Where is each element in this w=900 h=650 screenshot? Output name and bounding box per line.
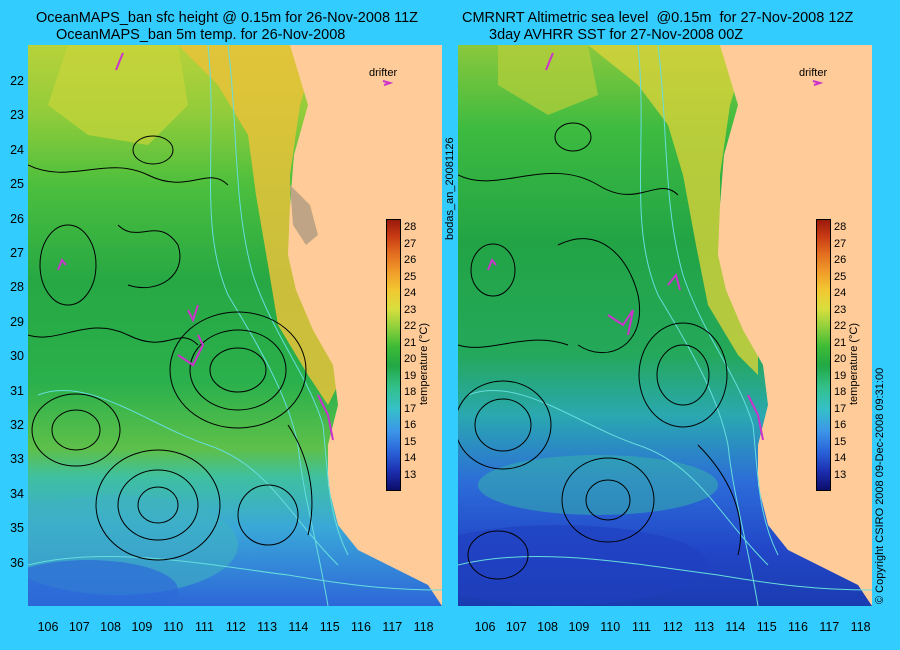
latitude-tick: 36 [10, 555, 24, 570]
colorbar-tick: 21 [404, 336, 417, 349]
longitude-tick: 118 [413, 620, 434, 634]
colorbar-tick: 25 [404, 270, 417, 283]
colorbar-tick: 16 [834, 419, 847, 432]
longitude-tick: 115 [319, 620, 340, 634]
left-colorbar [386, 219, 401, 491]
colorbar-tick: 13 [404, 469, 417, 481]
colorbar-tick: 19 [404, 369, 417, 382]
latitude-tick: 33 [10, 452, 24, 467]
right-title-line2: 3day AVHRR SST for 27-Nov-2008 00Z [489, 27, 744, 43]
right-ssh-contours [458, 122, 742, 580]
left-title-line1: OceanMAPS_ban sfc height @ 0.15m for 26-… [36, 10, 418, 26]
latitude-tick: 26 [10, 211, 24, 226]
longitude-tick: 113 [257, 620, 278, 634]
colorbar-tick: 28 [834, 221, 847, 233]
longitude-tick: 117 [382, 620, 403, 634]
right-title-line1: CMRNRT Altimetric sea level @0.15m for 2… [462, 10, 854, 26]
longitude-tick: 118 [850, 620, 871, 634]
left-ssh-contours [28, 135, 313, 561]
colorbar-tick: 18 [404, 386, 417, 399]
colorbar-tick: 25 [834, 270, 847, 283]
colorbar-tick: 15 [834, 435, 847, 448]
right-drifter-legend: drifter [799, 67, 828, 79]
longitude-tick: 111 [631, 620, 651, 634]
colorbar-tick: 26 [404, 254, 417, 267]
left-title-line2: OceanMAPS_ban 5m temp. for 26-Nov-2008 [56, 27, 346, 43]
longitude-tick: 111 [194, 620, 214, 634]
longitude-tick: 106 [37, 620, 59, 634]
longitude-tick: 115 [756, 620, 777, 634]
colorbar-tick: 13 [834, 469, 847, 481]
colorbar-tick: 24 [834, 287, 847, 300]
longitude-tick: 108 [100, 620, 122, 634]
longitude-tick: 117 [819, 620, 840, 634]
longitude-tick: 106 [474, 620, 496, 634]
longitude-tick: 116 [788, 620, 808, 634]
colorbar-tick: 20 [834, 353, 847, 366]
right-drifter-tracks [487, 52, 824, 441]
colorbar-tick: 21 [834, 336, 847, 349]
longitude-tick: 109 [131, 620, 153, 634]
latitude-tick: 30 [10, 349, 24, 364]
colorbar-tick: 23 [834, 303, 847, 316]
longitude-tick: 108 [537, 620, 559, 634]
left-colorbar-label: temperature (°C) [418, 322, 430, 405]
colorbar-tick: 17 [404, 402, 417, 415]
colorbar-tick: 27 [404, 237, 417, 250]
right-colorbar [816, 219, 831, 491]
colorbar-tick: 14 [834, 452, 847, 465]
colorbar-tick: 26 [834, 254, 847, 267]
longitude-tick: 107 [505, 620, 527, 634]
run-id-label: bodas_an_20081126 [444, 137, 456, 240]
copyright-label: © Copyright CSIRO 2008 09-Dec-2008 09:31… [874, 367, 886, 604]
latitude-tick: 25 [10, 177, 24, 192]
colorbar-tick: 15 [404, 435, 417, 448]
left-bathymetry-contours [28, 45, 442, 606]
colorbar-tick: 18 [834, 386, 847, 399]
latitude-tick: 35 [10, 521, 24, 536]
colorbar-tick: 22 [834, 320, 847, 333]
longitude-tick: 113 [694, 620, 715, 634]
colorbar-tick: 23 [404, 303, 417, 316]
right-colorbar-label: temperature (°C) [848, 322, 860, 405]
latitude-tick: 34 [10, 486, 24, 501]
latitude-tick: 32 [10, 418, 24, 432]
latitude-tick: 27 [10, 246, 24, 260]
latitude-tick: 23 [10, 108, 24, 123]
left-map-graphic [28, 45, 442, 606]
longitude-tick: 116 [351, 620, 371, 634]
colorbar-tick: 27 [834, 237, 847, 250]
colorbar-tick: 24 [404, 287, 417, 300]
latitude-tick: 28 [10, 280, 24, 295]
right-map-panel: drifter 28 27 26 25 24 23 22 21 20 19 18 17 16 15 14 13… [458, 45, 872, 606]
latitude-tick: 22 [10, 74, 24, 88]
right-map-graphic [458, 45, 872, 606]
colorbar-tick: 14 [404, 452, 417, 465]
longitude-tick: 114 [288, 620, 309, 634]
latitude-tick: 31 [10, 383, 24, 398]
latitude-tick: 29 [10, 314, 24, 329]
longitude-tick: 114 [725, 620, 746, 634]
longitude-tick: 109 [568, 620, 590, 634]
colorbar-tick: 20 [404, 353, 417, 366]
colorbar-tick: 17 [834, 402, 847, 415]
longitude-tick: 110 [600, 620, 621, 634]
longitude-tick: 112 [225, 620, 246, 634]
colorbar-tick: 22 [404, 320, 417, 333]
left-drifter-legend: drifter [369, 67, 398, 79]
longitude-tick: 107 [68, 620, 90, 634]
longitude-tick: 112 [662, 620, 683, 634]
latitude-tick: 24 [10, 142, 24, 157]
longitude-tick: 110 [163, 620, 184, 634]
colorbar-tick: 28 [404, 221, 417, 233]
colorbar-tick: 19 [834, 369, 847, 382]
left-map-panel: drifter 28 27 26 25 24 23 22 21 20 19 18 17 16 15 14 13… [28, 45, 442, 606]
colorbar-tick: 16 [404, 419, 417, 432]
left-drifter-tracks [57, 52, 394, 441]
